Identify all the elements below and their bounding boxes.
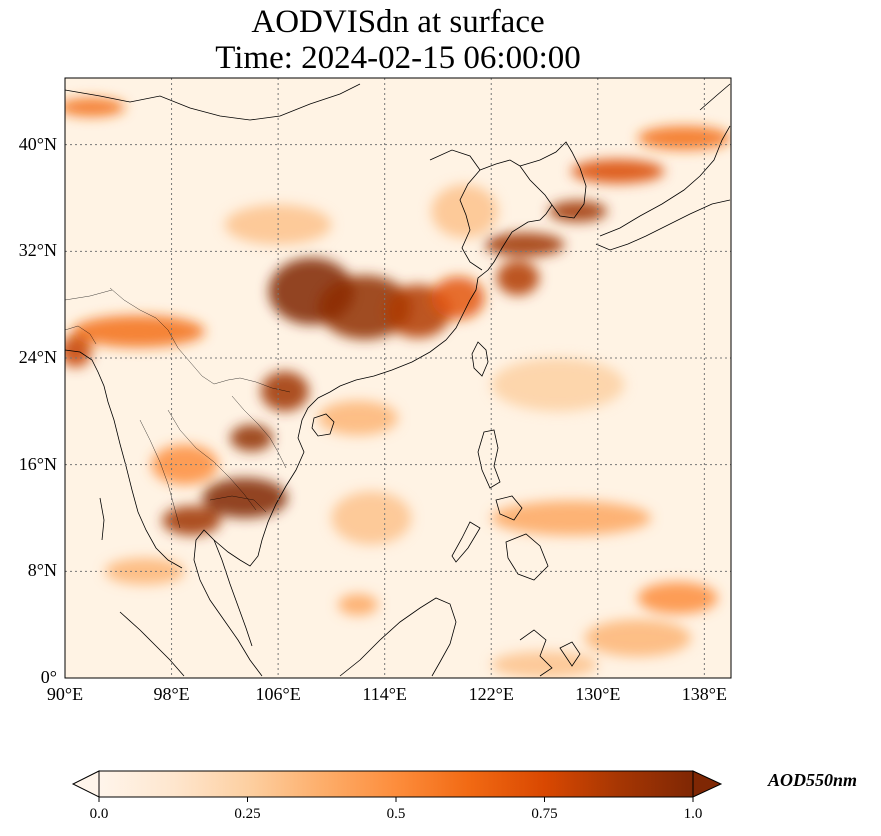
aod-plume [491,651,598,678]
aod-plume [318,400,398,436]
colorbar-over-arrow [692,770,723,798]
coastline-mindanao [505,533,549,581]
coastline-palawan [451,521,481,563]
aod-plume [230,424,273,452]
latitude-tick-label: 40°N [18,133,57,154]
coastline-korea [519,141,587,219]
aod-plume [637,582,718,614]
coastline-visayas [495,495,523,521]
coastline-sumatra [119,611,185,677]
border-thailand-laos [167,409,257,511]
country-borders [65,287,291,529]
aod-plume [162,506,221,536]
longitude-tick-label: 90°E [46,684,84,704]
colorbar-tick-label: 0.5 [386,806,406,822]
coastline-bengal [65,349,183,569]
aod-plume [104,558,185,585]
aod-plume [491,500,652,536]
longitude-tick-label: 106°E [255,684,301,704]
border-myanmar-china [109,287,291,393]
colorbar-tick-label: 0.0 [89,806,109,822]
aod-plume [484,232,565,257]
title-line-1: AODVISdn at surface [251,4,545,40]
aod-plume [65,335,92,368]
longitude-tick-label: 114°E [362,684,407,704]
longitude-tick-label: 138°E [681,684,727,704]
coastline-andaman [99,497,105,541]
colorbar-label: AOD550nm [768,770,858,790]
title-line-2: Time: 2024-02-15 06:00:00 [215,40,581,76]
aod-plume [431,276,485,320]
aod-plume [260,371,309,412]
border-myanmar-thailand [139,419,181,529]
aod-plume [151,444,219,485]
colorbar-under-arrow [71,770,100,798]
aod-plume [318,275,412,340]
latitude-tick-label: 16°N [18,453,57,474]
coastlines [65,83,731,677]
aod-plume [584,619,692,657]
coastline-japan-south [595,199,731,251]
coastline-taiwan [471,341,489,377]
aod-plume [637,126,731,150]
colorbar-tick-label: 1.0 [683,806,703,822]
map-frame [64,77,732,679]
colorbar-tick-label: 0.25 [234,806,261,822]
aod-plume [496,260,540,296]
coastline-hainan [311,413,335,437]
coastline-mongolia-border [65,83,361,121]
coastline-hokkaido [699,83,731,111]
border-bangladesh [65,325,97,345]
coastline-luzon [477,429,501,489]
coastline-gulf-bohai [479,159,521,171]
latitude-tick-label: 24°N [18,347,57,367]
aod-field [65,98,731,678]
coastline-borneo [339,597,457,677]
aod-plume [491,358,625,412]
coastline-halmahera [559,641,581,667]
colorbar-tick-marks [98,797,694,802]
coastline-north [429,149,483,271]
latitude-tick-label: 0° [40,667,57,687]
latitude-tick-label: 8°N [27,560,57,581]
longitude-tick-label: 98°E [153,684,190,704]
longitude-tick-label: 130°E [575,684,621,704]
aod-plume [331,491,412,545]
border-cambodia [209,495,267,513]
aod-plume [571,159,665,184]
colorbar-body [98,770,694,798]
coastline-malay [213,539,253,647]
colorbar-tick-label: 0.75 [531,806,558,822]
aod-plume [338,594,379,616]
border-india-china [65,289,113,301]
border-vietnam-laos [231,395,287,469]
longitude-tick-label: 122°E [468,684,514,704]
aod-plume [202,478,288,518]
coastline-sulawesi [519,629,553,677]
coastline-mainland [193,165,553,677]
latitude-tick-label: 32°N [18,240,57,261]
aod-plume [65,98,125,117]
map-title: AODVISdn at surface Time: 2024-02-15 06:… [0,4,796,76]
coastline-japan-honshu [599,125,731,237]
